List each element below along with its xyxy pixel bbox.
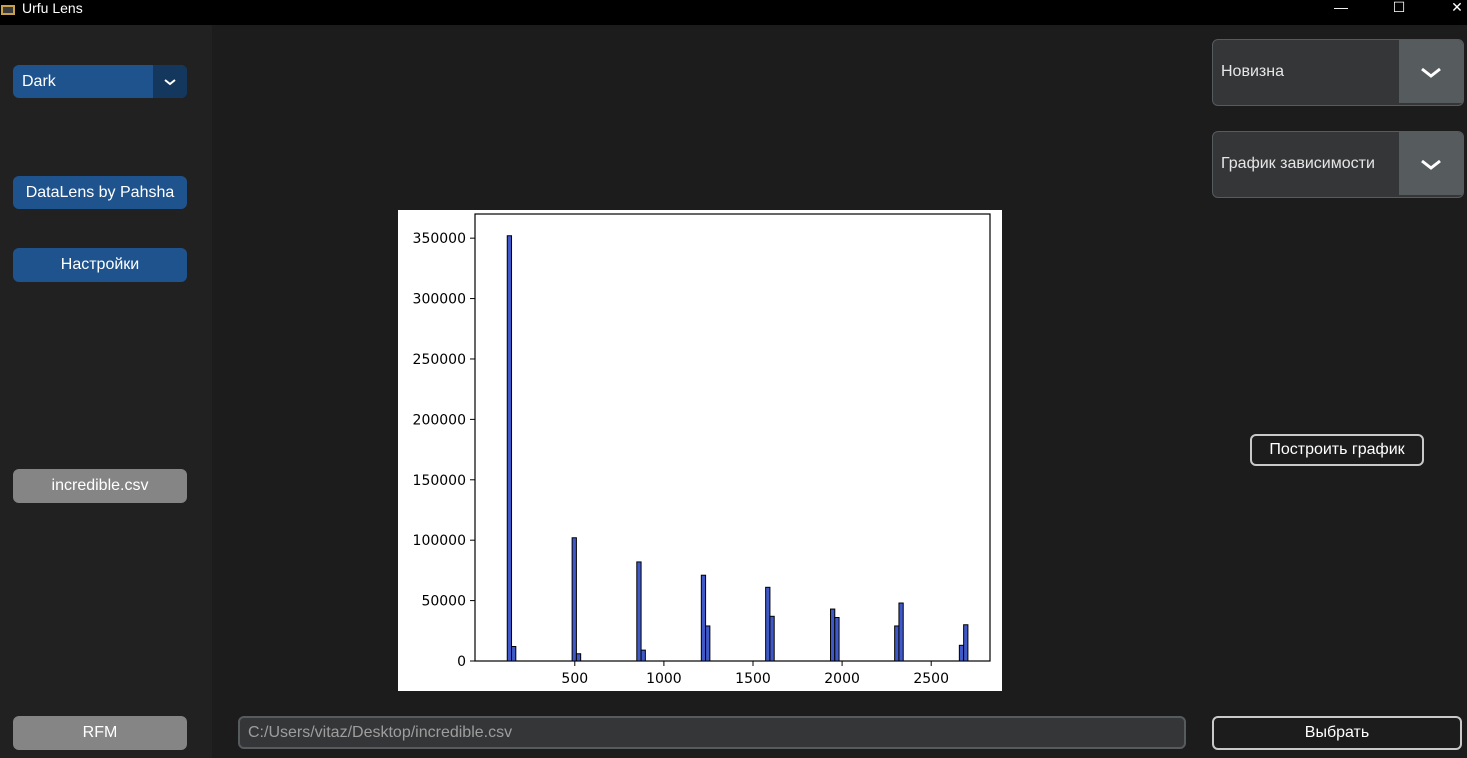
y-tick-label: 350000 xyxy=(413,231,466,247)
histogram-bar xyxy=(506,235,513,662)
minimize-button[interactable]: — xyxy=(1334,0,1348,15)
y-tick-label: 200000 xyxy=(413,412,466,428)
file-path-input[interactable] xyxy=(238,716,1186,749)
y-tick-label: 50000 xyxy=(421,594,466,610)
histogram-bar xyxy=(700,574,707,662)
histogram-bar xyxy=(958,644,965,662)
histogram-bar xyxy=(640,649,646,662)
build-chart-button[interactable]: Построить график xyxy=(1250,434,1424,466)
y-tick-label: 0 xyxy=(457,654,466,670)
histogram-bar xyxy=(898,602,904,662)
y-tick-label: 150000 xyxy=(413,473,466,489)
window-title: Urfu Lens xyxy=(22,0,83,16)
select-file-button[interactable]: Выбрать xyxy=(1212,716,1462,750)
histogram-bar xyxy=(636,561,642,662)
metric-combobox[interactable]: Новизна xyxy=(1212,39,1464,106)
maximize-button[interactable]: ☐ xyxy=(1392,0,1406,15)
chart: 500 1000 1500 2000 2500 0 50000 100000 150000 20… xyxy=(398,210,1002,691)
metric-combobox-value: Новизна xyxy=(1221,63,1284,80)
chevron-down-icon[interactable] xyxy=(153,65,187,98)
histogram-bar xyxy=(765,586,771,662)
chevron-down-icon[interactable] xyxy=(1399,132,1463,195)
y-tick-label: 250000 xyxy=(413,352,466,368)
histogram-bar xyxy=(705,625,711,662)
histogram-bar xyxy=(894,625,900,662)
close-button[interactable]: ✕ xyxy=(1451,0,1463,15)
plot-frame xyxy=(474,213,991,662)
histogram-bar xyxy=(571,537,577,662)
y-tick-label: 100000 xyxy=(413,533,466,549)
x-tick-label: 2500 xyxy=(913,671,949,687)
histogram-chart: 500 1000 1500 2000 2500 0 50000 100000 150000 20… xyxy=(413,213,991,687)
x-tick-label: 1500 xyxy=(735,671,771,687)
x-tick-label: 500 xyxy=(561,671,588,687)
settings-button[interactable]: Настройки xyxy=(13,248,187,282)
y-tick-label: 300000 xyxy=(413,292,466,308)
app-icon xyxy=(0,2,16,18)
x-tick-label: 2000 xyxy=(824,671,860,687)
x-tick-label: 1000 xyxy=(646,671,682,687)
histogram-bar xyxy=(769,615,775,662)
title-bar: Urfu Lens — ☐ ✕ xyxy=(0,0,1467,25)
chart-type-combobox-value: График зависимости xyxy=(1221,155,1375,172)
rfm-button[interactable]: RFM xyxy=(13,716,187,750)
theme-select-value: Dark xyxy=(22,73,56,90)
histogram-bar xyxy=(834,617,840,662)
datalens-button[interactable]: DataLens by Pahsha xyxy=(13,176,187,209)
histogram-bar xyxy=(575,653,582,662)
theme-select[interactable]: Dark xyxy=(13,65,187,98)
histogram-bar xyxy=(963,624,969,662)
file-button[interactable]: incredible.csv xyxy=(13,469,187,503)
histogram-bar xyxy=(830,608,836,662)
sidebar xyxy=(0,25,212,758)
histogram-bar xyxy=(511,646,517,662)
chevron-down-icon[interactable] xyxy=(1399,40,1463,103)
chart-type-combobox[interactable]: График зависимости xyxy=(1212,131,1464,198)
